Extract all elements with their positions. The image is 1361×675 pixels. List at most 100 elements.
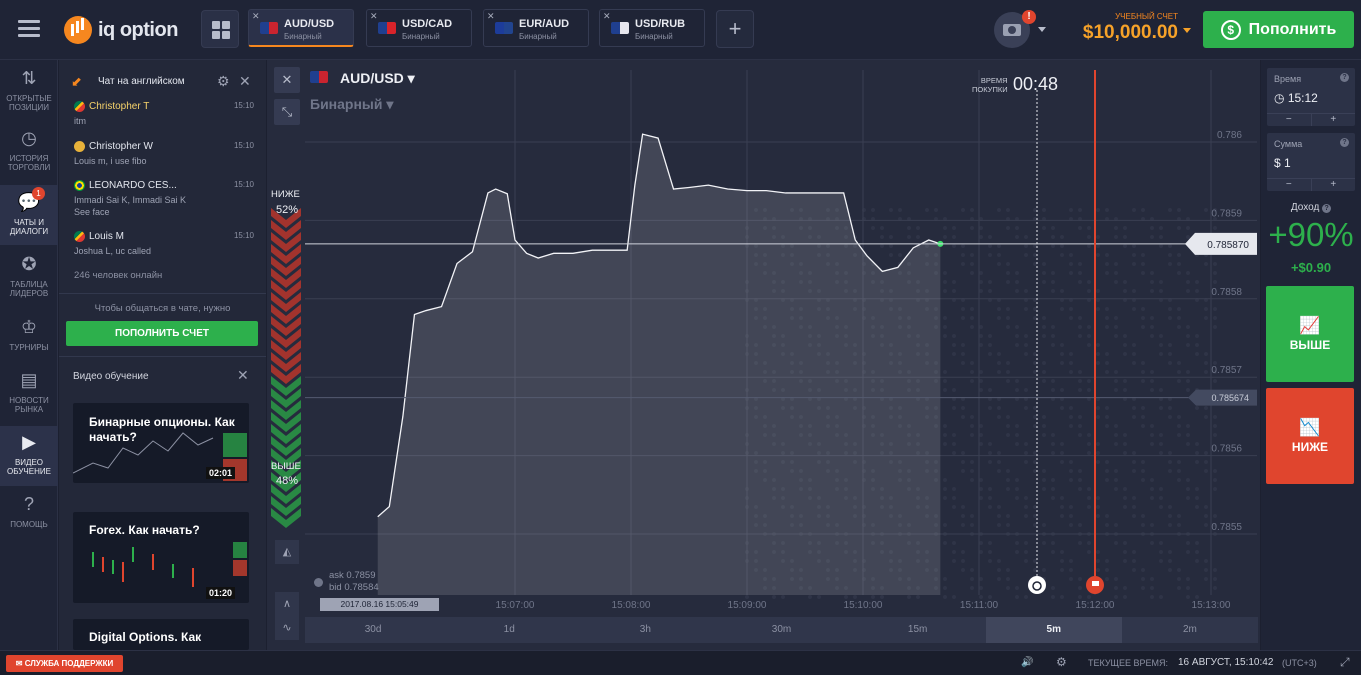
nav-market-news[interactable]: ▤ НОВОСТИ РЫНКА [0,368,58,424]
chat-message[interactable]: LEONARDO CES... 15:10 Immadi Sai K, Imma… [74,180,254,218]
chat-message[interactable]: Christopher T 15:10 itm [74,101,254,127]
y-tick-label: 0.7855 [1211,522,1242,533]
time-text: 15:12 [1287,91,1318,105]
flag-us-ca-icon [378,22,396,34]
time-minus-button[interactable]: − [1285,114,1292,125]
gear-icon[interactable]: ⚙ [217,73,230,89]
dollar-refresh-icon: $ [1220,19,1241,40]
close-icon[interactable]: ✕ [237,367,249,383]
fullscreen-icon[interactable]: ⤢ [1340,655,1350,669]
logo[interactable]: iq option [64,16,178,44]
timer-label-line: ПОКУПКИ [972,85,1008,94]
chat-user: Christopher T [89,101,150,112]
chat-message[interactable]: Christopher W 15:10 Louis m, i use fibo [74,141,254,167]
expiry-time-value[interactable]: ◷ 15:12 [1274,91,1318,105]
video-card[interactable]: Бинарные опционы. Как начать? 02:01 [73,403,249,483]
y-tick-label: 0.7856 [1211,444,1242,455]
help-icon[interactable]: ? [1322,204,1332,213]
price-area [377,134,941,595]
status-bar: ✉ СЛУЖБА ПОДДЕРЖКИ 🔊 ⚙ ТЕКУЩЕЕ ВРЕМЯ: 16… [0,650,1361,675]
sentiment-chevron [271,352,301,372]
flag-au-us-icon [260,22,278,34]
sentiment-chevron [271,460,301,480]
chevron-down-icon[interactable] [1183,28,1191,33]
trend-down-icon: 📉 [1299,418,1321,437]
call-button[interactable]: 📈 ВЫШЕ [1266,286,1354,382]
collapse-icon[interactable]: ⤡ [274,99,300,125]
account-balance[interactable]: $10,000.00 [1082,22,1178,43]
nav-tournaments[interactable]: ♔ ТУРНИРЫ [0,315,58,357]
close-tab-icon[interactable]: ✕ [603,11,611,21]
chat-time: 15:10 [233,231,254,240]
timeframe-15m[interactable]: 15m [907,624,928,635]
put-button[interactable]: 📉 НИЖЕ [1266,388,1354,484]
deposit-label: Пополнить [1248,20,1337,38]
video-card[interactable]: Forex. Как начать? 01:20 [73,512,249,603]
gear-icon[interactable]: ⚙ [1056,655,1067,669]
sentiment-up-pct: 48% [276,475,299,487]
close-tab-icon[interactable]: ✕ [370,11,378,21]
price-chart[interactable]: 0.786 0.7859 0.7858 0.7857 0.7856 0.7855 15:07… [267,60,1260,650]
close-tab-icon[interactable]: ✕ [252,11,260,21]
divider [59,356,266,357]
nav-video-tutorials[interactable]: ▶ ВИДЕО ОБУЧЕНИЕ [0,426,58,486]
close-icon[interactable]: ✕ [239,73,251,89]
sentiment-chevron [271,268,301,288]
amount-minus-button[interactable]: − [1285,179,1292,190]
income-label: Доход ? [1261,202,1361,213]
deposit-button[interactable]: $ Пополнить [1203,11,1354,48]
account-type-label[interactable]: УЧЕБНЫЙ СЧЕТ [1115,12,1178,21]
back-arrow-icon[interactable]: ⬋ [71,74,82,89]
nav-label: НОВОСТИ РЫНКА [9,396,49,414]
timeframe-5m[interactable]: 5m [985,617,1122,643]
x-tick-label: 15:11:00 [960,600,999,611]
indicator-icon[interactable]: ∧ [275,592,299,616]
finish-flag-shape [1092,581,1099,586]
sentiment-chevron [271,436,301,456]
timeframe-30m[interactable]: 30m [771,624,792,635]
expiry-time-box[interactable]: Время ? ◷ 15:12 − + [1267,68,1355,126]
help-icon[interactable]: ? [1340,138,1349,147]
asset-type-selector[interactable]: Бинарный ▾ [310,96,394,112]
support-button[interactable]: ✉ СЛУЖБА ПОДДЕРЖКИ [6,655,123,672]
timeframe-1d[interactable]: 1d [503,624,515,635]
help-icon[interactable]: ? [1340,73,1349,82]
chevron-down-icon[interactable] [1038,27,1046,32]
time-plus-button[interactable]: + [1310,114,1356,126]
sound-icon[interactable]: 🔊 [1021,657,1034,668]
chat-text: Immadi Sai K, Immadi Sai K See face [74,195,187,217]
flag-za-icon [74,101,85,112]
timeframe-30d[interactable]: 30d [364,624,382,635]
close-tab-icon[interactable]: ✕ [487,11,495,21]
nav-leaderboard[interactable]: ✪ ТАБЛИЦА ЛИДЕРОВ [0,252,58,308]
timeframe-2m[interactable]: 2m [1182,624,1197,635]
chat-message[interactable]: Louis M 15:10 Joshua L, uc called [74,231,254,257]
menu-icon[interactable] [18,20,40,38]
asset-tab-eur-aud[interactable]: ✕ EUR/AUD Бинарный [483,9,589,47]
nav-help[interactable]: ? ПОМОЩЬ [0,492,58,534]
video-card[interactable]: Digital Options. Как [73,619,249,650]
chat-deposit-button[interactable]: ПОПОЛНИТЬ СЧЕТ [66,321,258,346]
video-title: Forex. Как начать? [89,523,200,537]
nav-trade-history[interactable]: ◷ ИСТОРИЯ ТОРГОВЛИ [0,126,58,182]
close-chart-button[interactable]: ✕ [274,67,300,93]
medal-icon: ✪ [21,254,37,274]
area-chart-icon[interactable]: ◭ [275,540,299,564]
asset-tab-usd-cad[interactable]: ✕ USD/CAD Бинарный [366,9,472,47]
purchase-timer: 00:48 [1013,74,1059,94]
nav-chats[interactable]: 💬 1 ЧАТЫ И ДИАЛОГИ [0,185,58,245]
asset-selector[interactable]: AUD/USD ▾ [340,70,415,86]
nav-open-positions[interactable]: ⇅ ОТКРЫТЫЕ ПОЗИЦИИ [0,66,58,122]
amount-input[interactable]: $ 1 [1274,156,1291,170]
info-icon[interactable] [314,578,323,587]
layout-grid-button[interactable] [201,10,239,48]
chart-area[interactable]: 0.786 0.7859 0.7858 0.7857 0.7856 0.7855 15:07… [267,60,1260,650]
timeframe-3h[interactable]: 3h [639,624,651,635]
add-tab-button[interactable]: + [716,10,754,48]
amount-box[interactable]: Сумма ? $ 1 − + [1267,133,1355,191]
line-chart-icon[interactable]: ∿ [275,616,299,640]
amount-plus-button[interactable]: + [1310,179,1356,191]
asset-tab-aud-usd[interactable]: ✕ AUD/USD Бинарный [248,9,354,47]
video-duration: 01:20 [205,587,235,599]
asset-tab-usd-rub[interactable]: ✕ USD/RUB Бинарный [599,9,705,47]
